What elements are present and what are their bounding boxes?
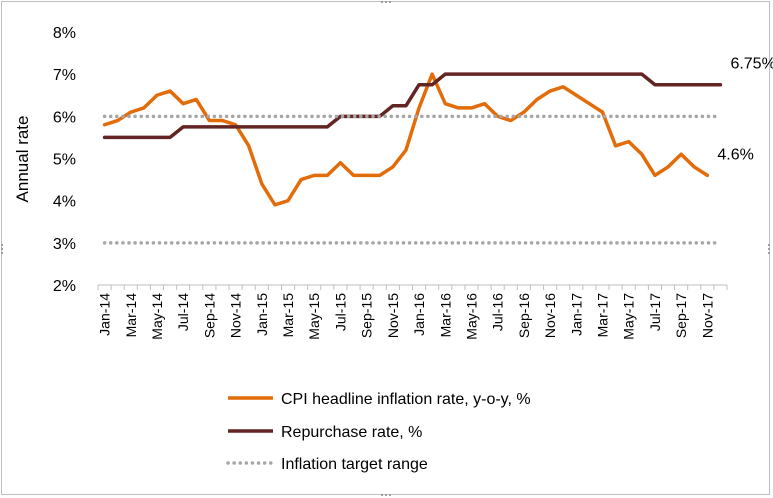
- x-tick-label: Sep-14: [201, 293, 217, 338]
- x-tick-label: Jul-17: [647, 293, 663, 331]
- x-tick-label: Jan-17: [568, 293, 584, 336]
- y-tick-label: 7%: [53, 67, 76, 84]
- x-tick-label: May-17: [621, 293, 637, 340]
- x-tick-label: Nov-15: [385, 293, 401, 338]
- y-axis: 2% 3% 4% 5% 6% 7% 8%: [53, 25, 76, 295]
- x-axis: Jan-14 Mar-14 May-14 Jul-14 Sep-14 Nov-14 Jan-…: [97, 284, 728, 340]
- series-end-label: 4.6%: [717, 146, 753, 163]
- legend: CPI headline inflation rate, y-o-y, % Rep…: [226, 391, 531, 473]
- x-tick-label: May-14: [149, 293, 165, 340]
- x-tick-label: Jul-16: [490, 293, 506, 331]
- y-tick-label: 8%: [53, 25, 76, 42]
- x-tick-label: Mar-17: [595, 293, 611, 338]
- repurchase-rate-line: [102, 72, 723, 140]
- x-tick-label: Jan-16: [411, 293, 427, 336]
- x-tick-label: May-16: [463, 293, 479, 340]
- x-tick-label: Jan-14: [97, 293, 113, 336]
- x-tick-label: Mar-15: [280, 293, 296, 338]
- legend-label: CPI headline inflation rate, y-o-y, %: [281, 391, 531, 408]
- left-resize-handle[interactable]: [0, 243, 4, 255]
- y-tick-label: 3%: [53, 236, 76, 253]
- x-tick-label: Nov-17: [699, 293, 715, 338]
- x-tick-label: Nov-14: [228, 293, 244, 338]
- right-resize-handle[interactable]: [767, 243, 771, 255]
- series-end-label: 6.75%: [730, 56, 773, 73]
- x-tick-label: Mar-14: [123, 293, 139, 338]
- top-resize-handle[interactable]: [380, 0, 392, 4]
- cpi-inflation-line: [102, 72, 710, 207]
- x-tick-label: Sep-15: [359, 293, 375, 338]
- x-tick-label: Jan-15: [254, 293, 270, 336]
- x-tick-label: Jul-14: [175, 293, 191, 331]
- x-tick-label: Nov-16: [542, 293, 558, 338]
- y-tick-label: 5%: [53, 152, 76, 169]
- x-tick-label: May-15: [306, 293, 322, 340]
- y-tick-label: 4%: [53, 194, 76, 211]
- y-tick-label: 2%: [53, 278, 76, 295]
- x-tick-label: Mar-16: [437, 293, 453, 338]
- y-axis-label: Annual rate: [13, 116, 32, 203]
- bottom-resize-handle[interactable]: [380, 493, 392, 497]
- legend-label: Repurchase rate, %: [281, 424, 422, 441]
- x-tick-label: Jul-15: [332, 293, 348, 331]
- x-tick-label: Sep-17: [673, 293, 689, 338]
- x-tick-label: Sep-16: [516, 293, 532, 338]
- plot-area: 4.6% 6.75%: [102, 56, 773, 245]
- y-tick-label: 6%: [53, 109, 76, 126]
- legend-label: Inflation target range: [281, 456, 428, 473]
